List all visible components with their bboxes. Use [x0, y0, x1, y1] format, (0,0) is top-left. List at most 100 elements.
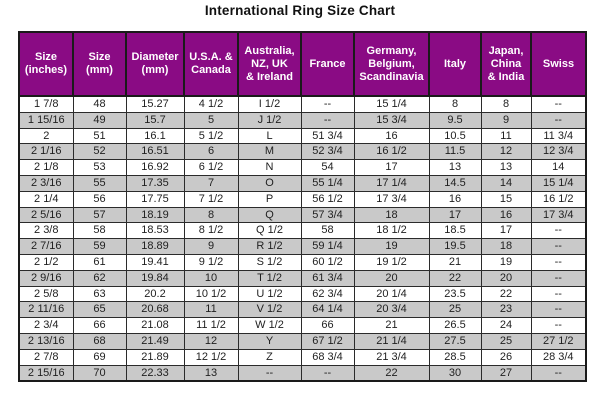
table-cell: 18.89 [125, 238, 185, 255]
table-cell: 16 1/2 [530, 190, 587, 208]
table-cell: 16 [480, 206, 532, 224]
column-header: Japan, China & India [480, 31, 532, 97]
table-cell: 2 5/8 [18, 285, 74, 303]
table-cell: 8 [480, 95, 532, 113]
table-cell: 12 [480, 143, 532, 161]
table-cell: 23.5 [428, 285, 482, 303]
table-cell: 60 1/2 [300, 253, 355, 271]
table-cell: 57 3/4 [300, 206, 355, 224]
table-cell: 53 [72, 159, 127, 176]
table-cell: 22 [480, 285, 532, 303]
table-cell: 16.92 [125, 159, 185, 176]
table-body: 1 7/8 48 15.27 4 1/2 I 1/2 -- 15 1/4 8 8 -- 1 15/1… [18, 95, 587, 382]
table-cell: 16 [428, 190, 482, 208]
table-cell: -- [300, 111, 355, 129]
table-cell: 51 [72, 127, 127, 145]
table-cell: 58 [300, 222, 355, 240]
table-cell: 12 1/2 [183, 348, 239, 366]
table-row: 2 1/2 61 19.41 9 1/2 S 1/2 60 1/2 19 1/2 21 19 -- [18, 253, 587, 271]
table-cell: R 1/2 [237, 238, 302, 255]
table-cell: 4 1/2 [183, 95, 239, 113]
table-cell: 6 1/2 [183, 159, 239, 176]
table-cell: 17.75 [125, 190, 185, 208]
table-cell: 9 1/2 [183, 253, 239, 271]
table-cell: -- [530, 269, 587, 287]
table-cell: 2 [18, 127, 74, 145]
table-cell: U 1/2 [237, 285, 302, 303]
table-cell: 2 1/16 [18, 143, 74, 161]
table-cell: 11 [480, 127, 532, 145]
table-cell: 21 3/4 [353, 348, 430, 366]
table-cell: Z [237, 348, 302, 366]
table-cell: 56 1/2 [300, 190, 355, 208]
table-row: 2 5/8 63 20.2 10 1/2 U 1/2 62 3/4 20 1/4 23.5 22… [18, 285, 587, 303]
table-cell: 15 1/4 [530, 174, 587, 192]
table-row: 2 3/4 66 21.08 11 1/2 W 1/2 66 21 26.5 24 -- [18, 317, 587, 334]
table-cell: 17 [480, 222, 532, 240]
table-cell: 10 1/2 [183, 285, 239, 303]
table-cell: 57 [72, 206, 127, 224]
table-cell: V 1/2 [237, 301, 302, 319]
table-cell: 2 7/8 [18, 348, 74, 366]
table-cell: 8 1/2 [183, 222, 239, 240]
table-cell: -- [530, 95, 587, 113]
table-cell: N [237, 159, 302, 176]
table-cell: -- [530, 364, 587, 382]
table-cell: 66 [300, 317, 355, 334]
table-cell: 17 1/4 [353, 174, 430, 192]
table-cell: 27.5 [428, 332, 482, 350]
table-cell: 12 [183, 332, 239, 350]
table-cell: 19 1/2 [353, 253, 430, 271]
table-cell: Q 1/2 [237, 222, 302, 240]
table-cell: 21 1/4 [353, 332, 430, 350]
table-cell: 20 [480, 269, 532, 287]
table-cell: Y [237, 332, 302, 350]
table-cell: 9.5 [428, 111, 482, 129]
table-cell: 2 11/16 [18, 301, 74, 319]
table-cell: 17 [428, 206, 482, 224]
table-cell: -- [237, 364, 302, 382]
table-cell: 67 1/2 [300, 332, 355, 350]
table-cell: 20.2 [125, 285, 185, 303]
table-cell: 56 [72, 190, 127, 208]
table-cell: -- [530, 222, 587, 240]
table-cell: 15.7 [125, 111, 185, 129]
table-cell: 1 7/8 [18, 95, 74, 113]
table-cell: 11.5 [428, 143, 482, 161]
table-row: 1 7/8 48 15.27 4 1/2 I 1/2 -- 15 1/4 8 8 -- [18, 95, 587, 113]
table-cell: 63 [72, 285, 127, 303]
column-header: Size (mm) [72, 31, 127, 97]
table-cell: 19.41 [125, 253, 185, 271]
table-cell: L [237, 127, 302, 145]
table-cell: 17 3/4 [530, 206, 587, 224]
table-cell: 52 3/4 [300, 143, 355, 161]
table-cell: -- [530, 285, 587, 303]
table-cell: 2 3/16 [18, 174, 74, 192]
table-cell: 13 [480, 159, 532, 176]
table-cell: 18.19 [125, 206, 185, 224]
table-cell: 15 [480, 190, 532, 208]
table-cell: 21 [353, 317, 430, 334]
table-cell: J 1/2 [237, 111, 302, 129]
table-cell: 11 3/4 [530, 127, 587, 145]
table-cell: -- [530, 238, 587, 255]
column-header: France [300, 31, 355, 97]
header-row: Size (inches) Size (mm) Diameter (mm) U.S.A… [18, 31, 587, 97]
table-cell: 1 15/16 [18, 111, 74, 129]
page-title: International Ring Size Chart [204, 3, 396, 18]
table-cell: 49 [72, 111, 127, 129]
table-cell: 23 [480, 301, 532, 319]
table-cell: 6 [183, 143, 239, 161]
table-cell: S 1/2 [237, 253, 302, 271]
table-cell: 10.5 [428, 127, 482, 145]
table-cell: 59 1/4 [300, 238, 355, 255]
table-cell: 62 3/4 [300, 285, 355, 303]
table-cell: 68 [72, 332, 127, 350]
column-header: Germany, Belgium, Scandinavia [353, 31, 430, 97]
table-cell: 21.08 [125, 317, 185, 334]
table-cell: -- [530, 111, 587, 129]
table-cell: 68 3/4 [300, 348, 355, 366]
table-cell: 2 1/4 [18, 190, 74, 208]
table-cell: 22 [353, 364, 430, 382]
